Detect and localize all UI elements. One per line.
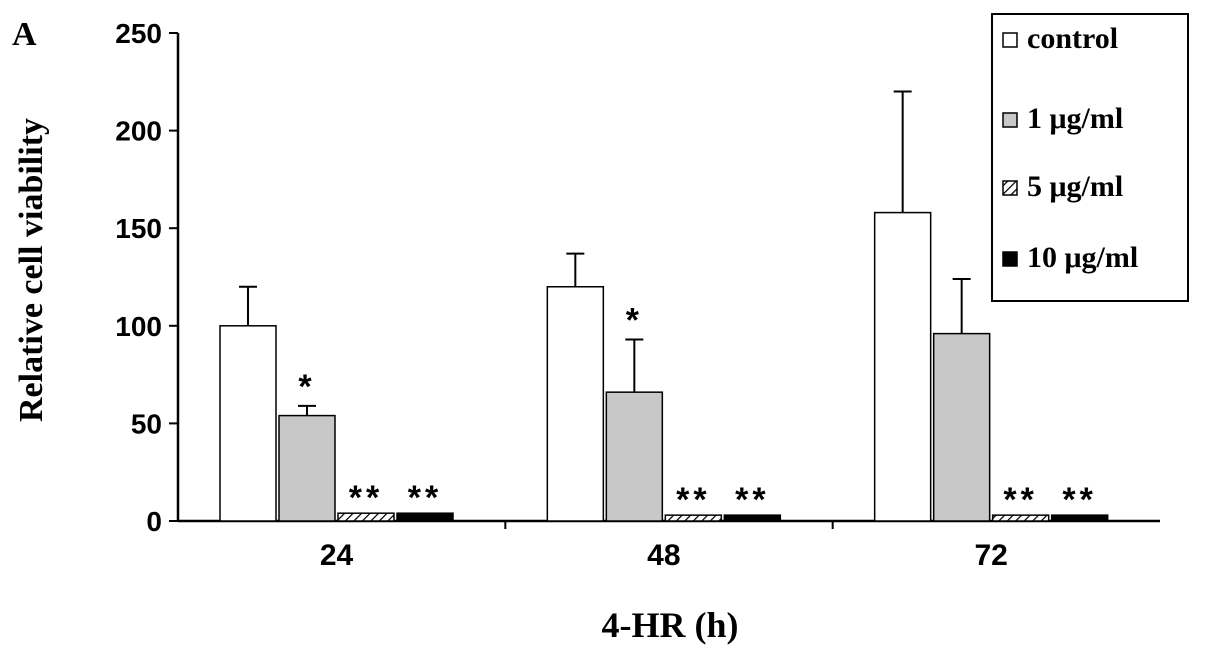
significance-label: ** bbox=[349, 479, 383, 517]
legend-swatch bbox=[1002, 251, 1018, 267]
significance-label: ** bbox=[1003, 481, 1037, 519]
x-tick-label: 48 bbox=[647, 539, 680, 572]
bar bbox=[723, 514, 782, 522]
legend-box bbox=[991, 13, 1189, 302]
bar bbox=[664, 514, 723, 522]
y-tick-label: 150 bbox=[115, 213, 162, 244]
y-tick-label: 50 bbox=[131, 408, 162, 439]
legend-swatch bbox=[1002, 32, 1018, 48]
significance-label: ** bbox=[1062, 481, 1096, 519]
legend-label: 5 μg/ml bbox=[1027, 170, 1123, 203]
legend-label: control bbox=[1027, 22, 1118, 55]
bar bbox=[605, 391, 664, 522]
legend: control 1 μg/ml 5 μg/ml 10 μg/ml bbox=[991, 13, 1189, 302]
y-tick-label: 250 bbox=[115, 18, 162, 49]
panel-label: A bbox=[12, 16, 37, 53]
y-tick-label: 100 bbox=[115, 311, 162, 342]
significance-label: ** bbox=[735, 481, 769, 519]
significance-label: ** bbox=[676, 481, 710, 519]
bar bbox=[991, 514, 1050, 522]
x-axis-label: 4-HR (h) bbox=[602, 605, 739, 645]
y-axis-label: Relative cell viability bbox=[13, 118, 50, 422]
bar bbox=[337, 512, 395, 522]
x-tick-label: 72 bbox=[974, 539, 1007, 572]
y-tick-label: 200 bbox=[115, 116, 162, 147]
bar bbox=[396, 512, 454, 522]
significance-label: * bbox=[626, 301, 643, 339]
legend-swatch bbox=[1002, 112, 1018, 128]
bar bbox=[219, 325, 277, 522]
legend-swatch bbox=[1002, 180, 1018, 196]
bar bbox=[546, 286, 605, 522]
bar bbox=[873, 211, 932, 522]
y-tick-label: 0 bbox=[146, 506, 162, 537]
significance-label: ** bbox=[408, 479, 442, 517]
significance-label: * bbox=[298, 368, 315, 406]
legend-label: 1 μg/ml bbox=[1027, 102, 1123, 135]
legend-label: 10 μg/ml bbox=[1027, 241, 1138, 274]
bar bbox=[278, 414, 336, 522]
bar bbox=[932, 332, 991, 522]
bar bbox=[1050, 514, 1109, 522]
x-tick-label: 24 bbox=[320, 539, 354, 572]
